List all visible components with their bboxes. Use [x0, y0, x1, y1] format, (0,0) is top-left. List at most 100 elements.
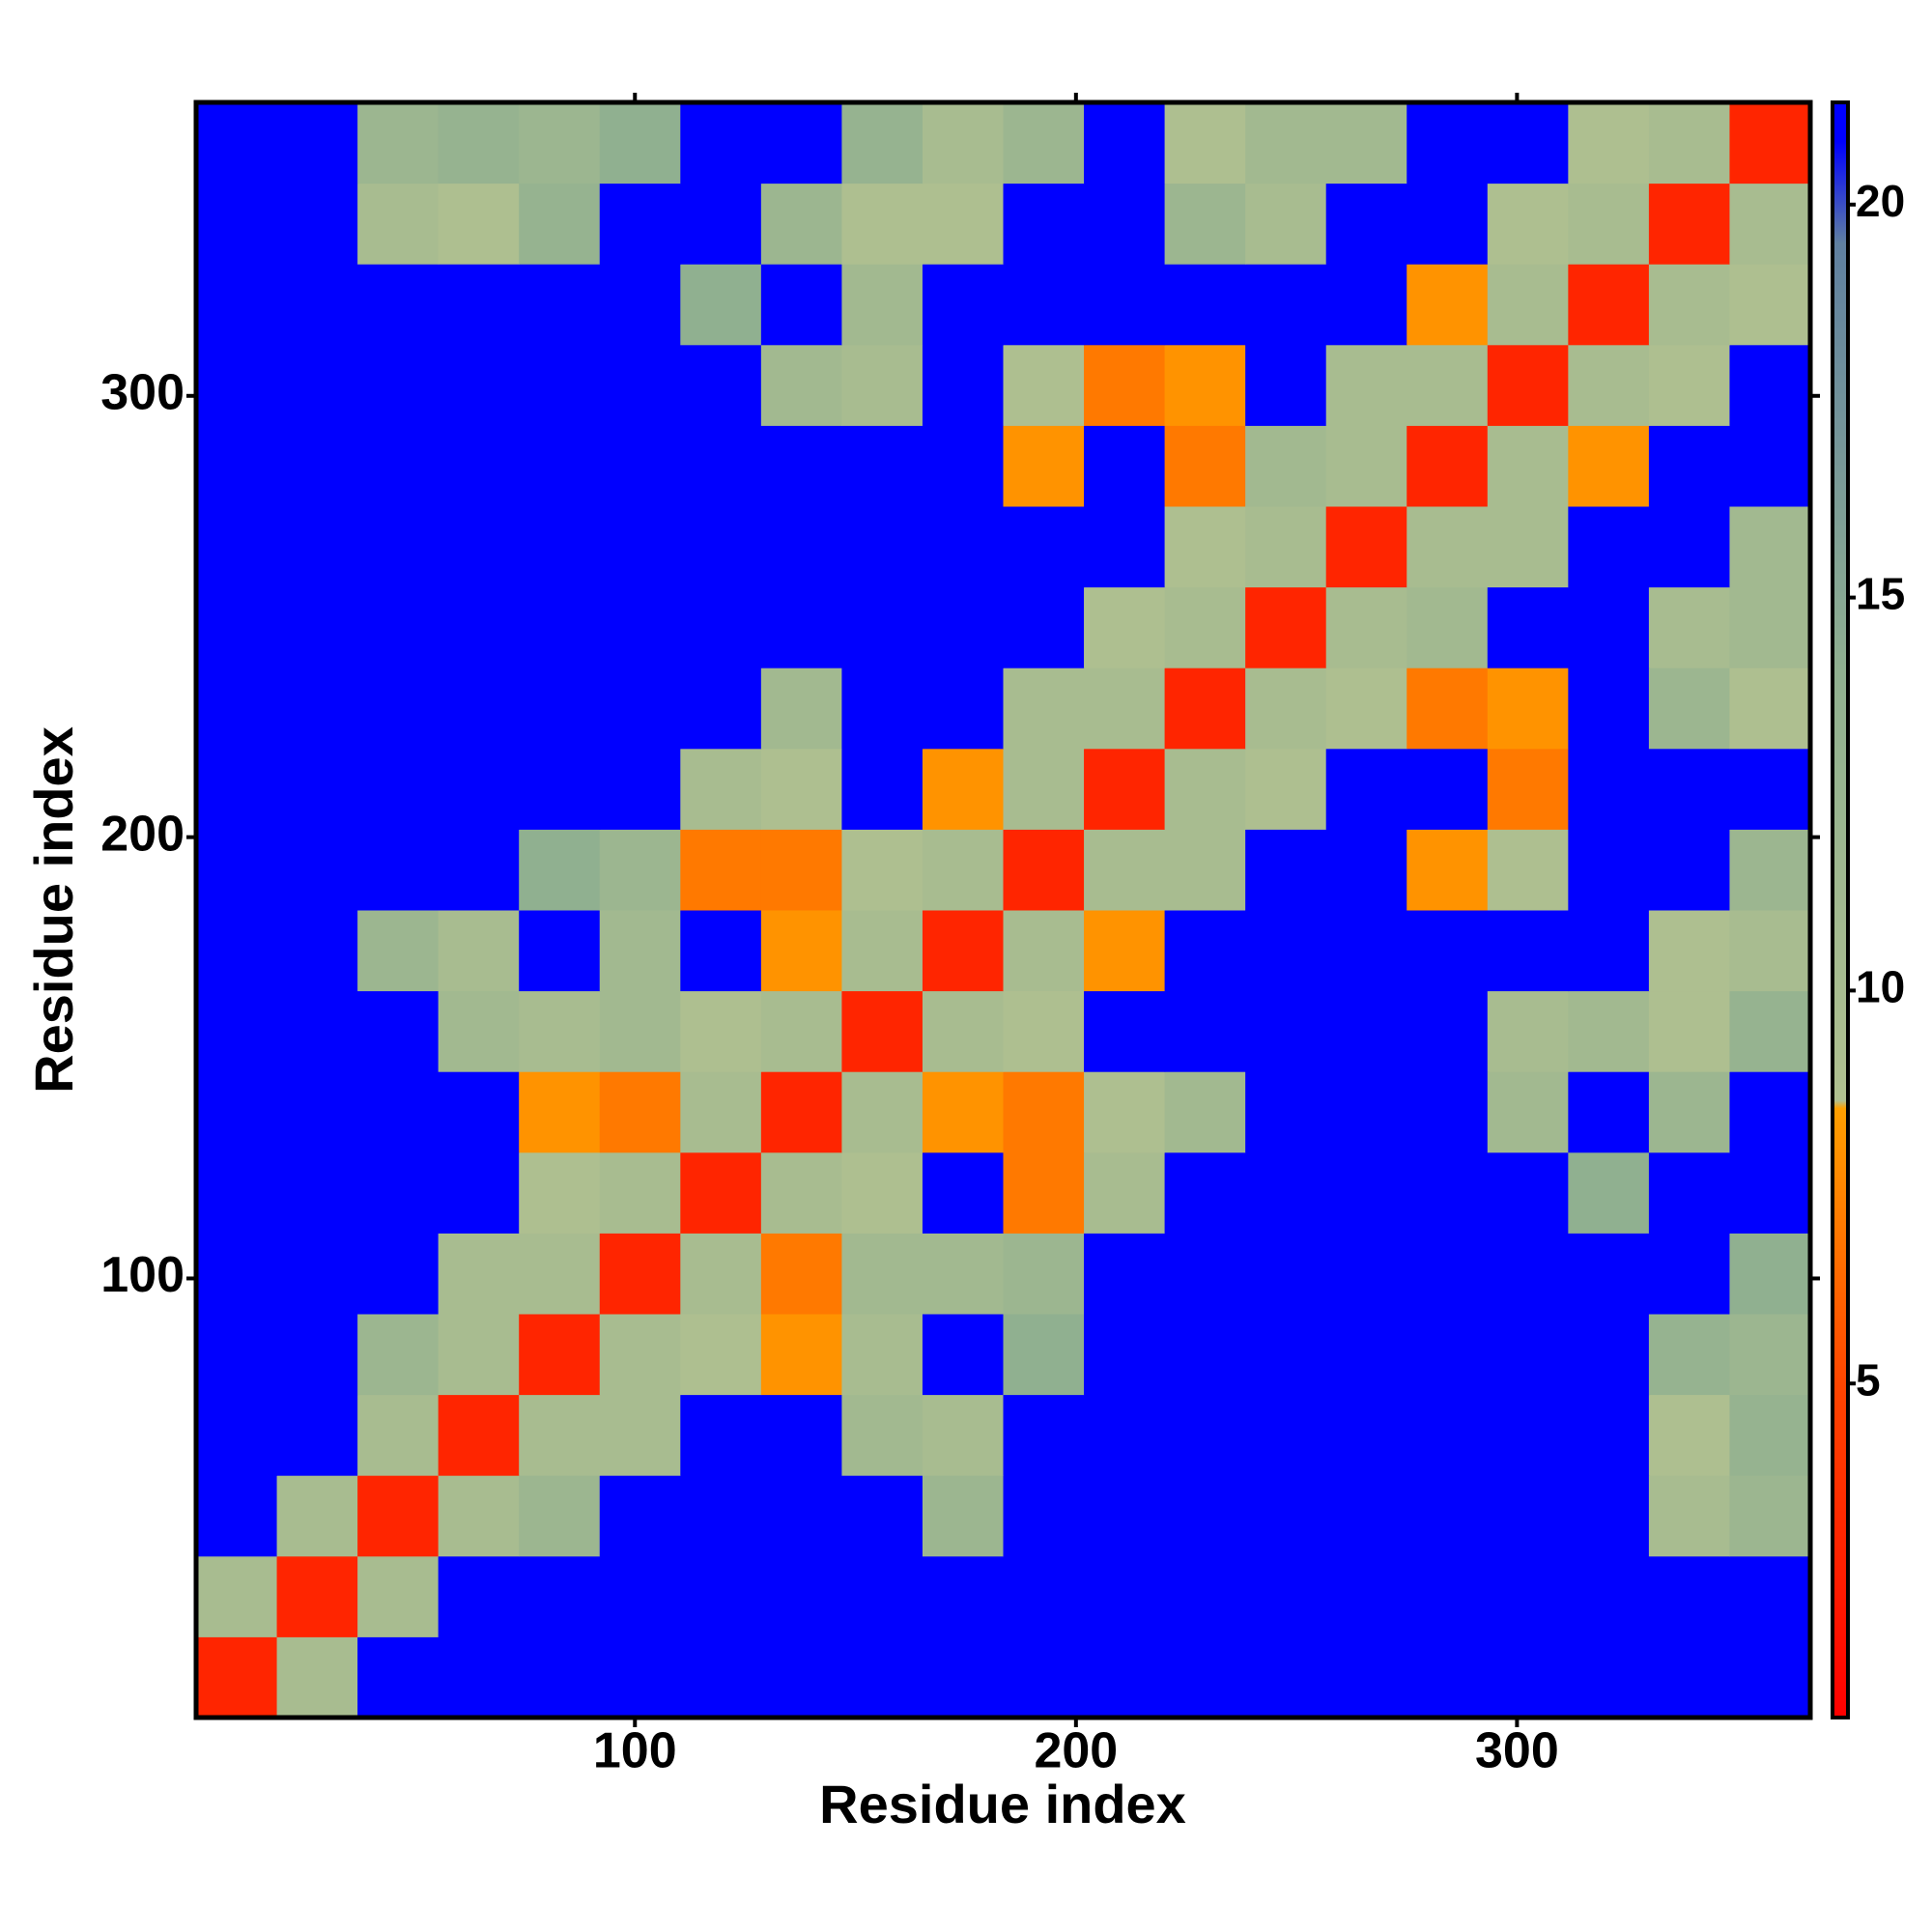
heatmap-cell: [760, 668, 842, 750]
heatmap-cell: [196, 1233, 278, 1315]
heatmap-cell: [841, 1314, 923, 1396]
heatmap-cell: [922, 425, 1004, 507]
heatmap-cell: [1245, 1394, 1327, 1476]
heatmap-cell: [760, 586, 842, 668]
heatmap-cell: [1084, 990, 1166, 1072]
heatmap-cell: [519, 829, 601, 911]
heatmap-cell: [680, 668, 762, 750]
heatmap-cell: [1003, 1636, 1085, 1719]
heatmap-cell: [1003, 264, 1085, 346]
heatmap-cell: [1325, 344, 1407, 426]
heatmap-cell: [1729, 264, 1811, 346]
heatmap-cell: [1487, 344, 1569, 426]
heatmap-cell: [1648, 910, 1730, 992]
heatmap-cell: [922, 829, 1004, 911]
heatmap-cell: [1245, 1071, 1327, 1153]
heatmap-cell: [1325, 1314, 1407, 1396]
heatmap-cell: [1164, 344, 1246, 426]
heatmap-cell: [196, 910, 278, 992]
heatmap-cell: [841, 829, 923, 911]
heatmap-cell: [1164, 668, 1246, 750]
heatmap-cell: [196, 1475, 278, 1557]
heatmap-cell: [1325, 264, 1407, 346]
heatmap-cell: [1003, 1314, 1085, 1396]
heatmap-cell: [1729, 1475, 1811, 1557]
heatmap-cell: [1084, 506, 1166, 588]
heatmap-cell: [1568, 1636, 1650, 1719]
heatmap-cell: [1245, 344, 1327, 426]
heatmap-cell: [1648, 1636, 1730, 1719]
heatmap-cell: [519, 1314, 601, 1396]
heatmap-cell: [357, 506, 440, 588]
heatmap-cell: [1406, 668, 1489, 750]
heatmap-cell: [1245, 910, 1327, 992]
heatmap-cell: [599, 1233, 681, 1315]
heatmap-cell: [1406, 910, 1489, 992]
heatmap-cell: [760, 183, 842, 265]
heatmap-cell: [276, 344, 358, 426]
heatmap-cell: [357, 748, 440, 830]
heatmap-cell: [196, 1314, 278, 1396]
heatmap-cell: [1084, 668, 1166, 750]
heatmap-cell: [1164, 1394, 1246, 1476]
heatmap-cell: [680, 748, 762, 830]
heatmap-cell: [1003, 668, 1085, 750]
heatmap-cell: [1245, 1555, 1327, 1637]
heatmap-cell: [1729, 668, 1811, 750]
heatmap-cell: [519, 506, 601, 588]
heatmap-cell: [1003, 910, 1085, 992]
heatmap-cell: [1406, 586, 1489, 668]
heatmap-cell: [599, 668, 681, 750]
heatmap-cell: [680, 506, 762, 588]
heatmap-cell: [760, 1314, 842, 1396]
heatmap-cell: [1003, 1151, 1085, 1234]
heatmap-cell: [760, 425, 842, 507]
heatmap-cell: [438, 1555, 520, 1637]
heatmap-cell: [357, 668, 440, 750]
heatmap-cell: [1729, 425, 1811, 507]
colorbar: [1831, 100, 1850, 1719]
colorbar-tick-label: 5: [1856, 1354, 1881, 1405]
heatmap-cell: [1729, 506, 1811, 588]
heatmap-cell: [438, 1475, 520, 1557]
y-axis-title: Residue index: [23, 726, 84, 1094]
heatmap-cell: [1084, 344, 1166, 426]
heatmap-cell: [276, 1475, 358, 1557]
heatmap-cell: [1245, 1475, 1327, 1557]
heatmap-cell: [276, 1314, 358, 1396]
heatmap-cell: [760, 1555, 842, 1637]
heatmap-cell: [841, 1475, 923, 1557]
heatmap-cell: [1406, 1233, 1489, 1315]
heatmap-cell: [519, 586, 601, 668]
heatmap-cell: [760, 1475, 842, 1557]
heatmap-cell: [276, 1233, 358, 1315]
heatmap-cell: [357, 425, 440, 507]
heatmap-cell: [438, 910, 520, 992]
heatmap-cell: [519, 1233, 601, 1315]
heatmap-cell: [922, 1233, 1004, 1315]
heatmap-cell: [1003, 586, 1085, 668]
heatmap-cell: [1245, 586, 1327, 668]
heatmap-cell: [1729, 1636, 1811, 1719]
heatmap-cell: [357, 264, 440, 346]
heatmap-cell: [1648, 1314, 1730, 1396]
heatmap-cell: [1164, 1071, 1246, 1153]
heatmap-cell: [599, 829, 681, 911]
y-tick-label: 200: [100, 806, 185, 862]
heatmap-cell: [1164, 102, 1246, 185]
heatmap-cell: [196, 748, 278, 830]
heatmap-cell: [438, 1151, 520, 1234]
heatmap-cell: [1648, 344, 1730, 426]
heatmap-cell: [1164, 264, 1246, 346]
heatmap-cell: [1568, 1233, 1650, 1315]
heatmap-cell: [1568, 668, 1650, 750]
heatmap-cell: [1003, 829, 1085, 911]
heatmap-cell: [1648, 506, 1730, 588]
heatmap-cell: [519, 183, 601, 265]
heatmap-cell: [1487, 1233, 1569, 1315]
heatmap-cell: [1487, 1151, 1569, 1234]
heatmap-cell: [1729, 586, 1811, 668]
heatmap-cell: [1568, 1151, 1650, 1234]
heatmap-cell: [841, 183, 923, 265]
